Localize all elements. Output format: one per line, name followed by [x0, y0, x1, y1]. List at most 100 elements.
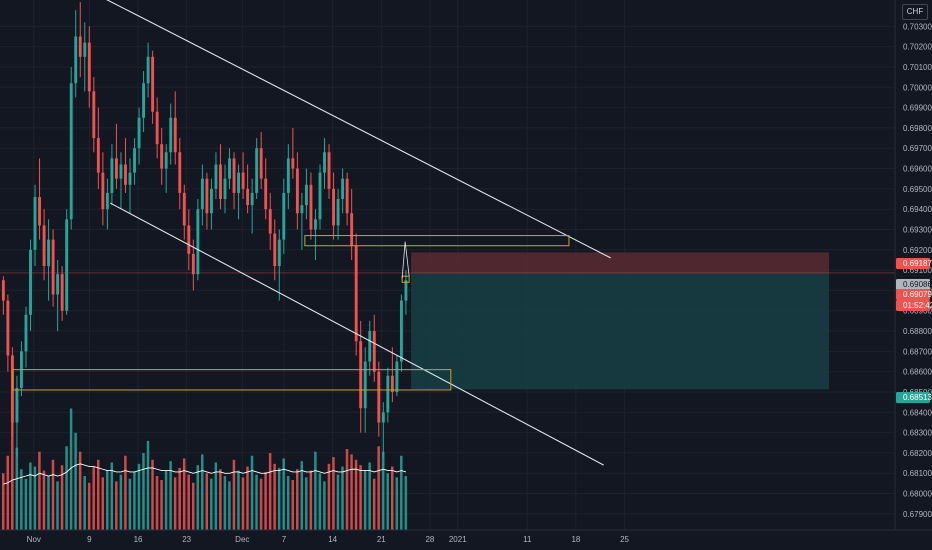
candle-body — [309, 184, 313, 230]
currency-badge[interactable]: CHF — [902, 4, 928, 20]
candle-body — [219, 164, 222, 200]
candle-body — [60, 274, 64, 311]
candle — [60, 266, 64, 321]
candle-body — [327, 152, 331, 189]
volume-bar — [38, 451, 41, 530]
candle — [323, 138, 326, 189]
candle — [295, 152, 299, 230]
price-tick-label: 0.69500 — [903, 185, 932, 194]
candle-body — [381, 412, 385, 423]
price-tag-label: 0.69187 — [903, 259, 932, 268]
candle-body — [119, 164, 123, 179]
volume-bar — [78, 451, 82, 530]
price-tick-label: 0.69200 — [903, 246, 932, 255]
price-tag — [896, 279, 930, 290]
candle — [119, 152, 123, 210]
candle — [246, 164, 250, 214]
take-profit-zone — [411, 272, 829, 390]
candle — [314, 209, 317, 260]
candle-body — [404, 280, 408, 301]
time-tick-label: 21 — [377, 535, 386, 544]
volume-bar — [350, 454, 353, 530]
candle — [51, 229, 55, 307]
candle — [124, 138, 127, 193]
candle-body — [178, 152, 182, 193]
volume-bar — [395, 477, 399, 530]
time-tick-label: 28 — [425, 535, 434, 544]
candle — [354, 233, 358, 356]
candle — [164, 144, 168, 193]
candle — [300, 192, 304, 250]
price-tick-label: 0.70200 — [903, 43, 932, 52]
price-tick-label: 0.69100 — [903, 266, 932, 275]
candle-body — [137, 117, 141, 149]
candle-body — [92, 91, 96, 139]
volume-bars — [2, 408, 408, 530]
volume-bar — [214, 462, 218, 530]
time-tick-label: Nov — [27, 535, 41, 544]
volume-bar — [182, 458, 186, 530]
volume-bar — [101, 477, 105, 530]
candle — [38, 158, 41, 240]
candle-body — [124, 164, 127, 185]
candle-body — [196, 209, 200, 275]
candle-body — [291, 158, 295, 169]
candle-body — [241, 172, 245, 189]
candle-body — [377, 371, 381, 423]
volume-bar — [246, 466, 249, 530]
time-tick-label: 16 — [134, 535, 143, 544]
time-axis[interactable]: Nov 9 16 23 Dec 7 14 21 28 2021 11 18 25 — [0, 529, 932, 544]
candle-body — [300, 205, 304, 214]
volume-bar — [96, 459, 100, 530]
price-tag — [896, 392, 930, 403]
candle-body — [390, 375, 394, 392]
price-tick-label: 0.67900 — [903, 510, 932, 519]
candle-body — [336, 199, 340, 226]
price-tag-label: 0.69086 — [903, 280, 932, 289]
volume-bar — [205, 473, 209, 530]
volume-bar — [323, 481, 326, 530]
volume-bar — [305, 477, 308, 530]
volume-bar — [160, 480, 163, 530]
candle-body — [87, 42, 91, 92]
candle — [92, 77, 96, 153]
candle — [200, 164, 204, 226]
candle — [232, 152, 236, 210]
candle-body — [350, 213, 354, 246]
candle-body — [332, 188, 336, 226]
candle — [47, 219, 51, 301]
candle — [146, 42, 150, 98]
candle — [205, 172, 209, 230]
candle — [151, 50, 155, 124]
candle — [282, 178, 286, 254]
drawings[interactable] — [12, 0, 611, 466]
price-tag — [896, 289, 930, 300]
projection-wedge — [401, 241, 410, 279]
candle-body — [341, 178, 345, 200]
time-tick-label: 2021 — [449, 535, 467, 544]
candle — [56, 259, 60, 332]
candle-body — [33, 196, 37, 250]
price-axis[interactable]: 0.70300 0.70200 0.70100 0.70000 0.69900 0.698… — [894, 0, 932, 550]
candle — [286, 144, 290, 210]
volume-bar — [42, 470, 46, 530]
volume-bar — [386, 473, 389, 530]
volume-bar — [259, 478, 263, 530]
lower-support-zone — [12, 369, 452, 391]
candle-body — [133, 148, 136, 173]
candle — [336, 188, 340, 240]
candle — [273, 219, 277, 281]
candle — [10, 347, 14, 437]
price-tick-label: 0.69400 — [903, 205, 932, 214]
volume-bar — [327, 463, 331, 530]
candle-body — [65, 219, 69, 311]
candle — [128, 158, 132, 214]
candle — [241, 152, 245, 200]
candle-body — [47, 239, 51, 267]
candle-body — [354, 245, 358, 342]
candle-body — [345, 178, 349, 214]
candle-body — [318, 172, 322, 220]
candle-body — [232, 158, 236, 193]
candle-body — [237, 172, 241, 193]
